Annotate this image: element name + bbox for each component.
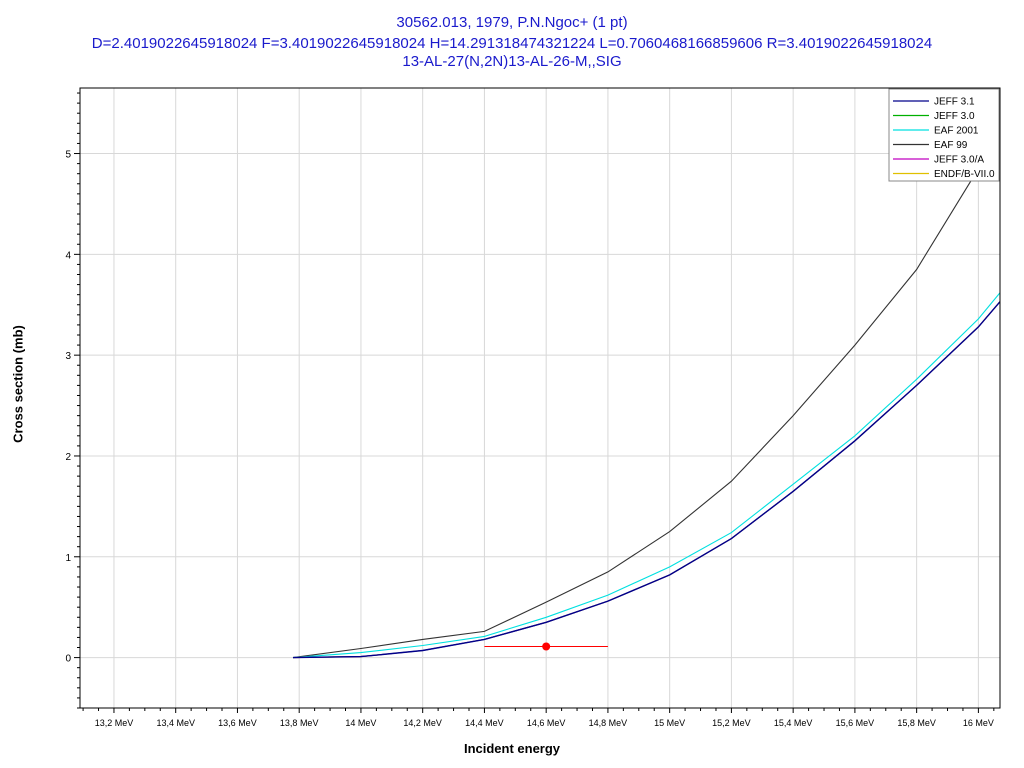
- y-tick-label: 4: [65, 250, 71, 261]
- x-tick-label: 15,4 MeV: [774, 718, 813, 728]
- series-line-eaf-99: [292, 168, 979, 659]
- x-axis-label: Incident energy: [463, 741, 561, 756]
- x-tick-label: 13,8 MeV: [280, 718, 319, 728]
- x-tick-label: 16 MeV: [963, 718, 994, 728]
- series-group: [292, 168, 1000, 659]
- y-tick-label: 5: [65, 150, 71, 161]
- x-tick-label: 14,4 MeV: [465, 718, 504, 728]
- legend-label: JEFF 3.0: [934, 111, 975, 122]
- x-tick-label: 13,6 MeV: [218, 718, 257, 728]
- legend-label: JEFF 3.1: [934, 97, 975, 108]
- chart-reaction: 13-AL-27(N,2N)13-AL-26-M,,SIG: [402, 53, 622, 70]
- legend-label: ENDF/B-VII.0: [934, 169, 995, 180]
- x-tick-label: 15,2 MeV: [712, 718, 751, 728]
- series-line-eaf-2001: [292, 292, 1000, 659]
- data-point: [542, 642, 551, 651]
- y-tick-label: 3: [65, 351, 71, 362]
- y-axis-label: Cross section (mb): [10, 325, 26, 443]
- y-tick-label: 2: [65, 452, 71, 463]
- x-tick-label: 13,2 MeV: [95, 718, 134, 728]
- x-tick-label: 15 MeV: [654, 718, 685, 728]
- legend-label: EAF 99: [934, 140, 968, 151]
- legend-label: JEFF 3.0/A: [934, 155, 984, 166]
- plot-area: [80, 88, 1000, 708]
- x-tick-label: 15,6 MeV: [836, 718, 875, 728]
- x-tick-label: 14,2 MeV: [403, 718, 442, 728]
- x-tick-label: 15,8 MeV: [897, 718, 936, 728]
- x-tick-label: 14,6 MeV: [527, 718, 566, 728]
- x-tick-label: 14 MeV: [345, 718, 376, 728]
- y-tick-label: 1: [65, 553, 71, 564]
- chart-subtitle: D=2.4019022645918024 F=3.401902264591802…: [91, 35, 933, 52]
- x-tick-label: 13,4 MeV: [156, 718, 195, 728]
- x-tick-label: 14,8 MeV: [589, 718, 628, 728]
- legend-box: [888, 88, 1000, 182]
- legend-label: EAF 2001: [934, 126, 979, 137]
- chart-title: 30562.013, 1979, P.N.Ngoc+ (1 pt): [396, 14, 628, 31]
- y-tick-label: 0: [65, 654, 71, 665]
- series-line-jeff-3-1: [292, 301, 1000, 659]
- plot-frame: [79, 87, 1001, 709]
